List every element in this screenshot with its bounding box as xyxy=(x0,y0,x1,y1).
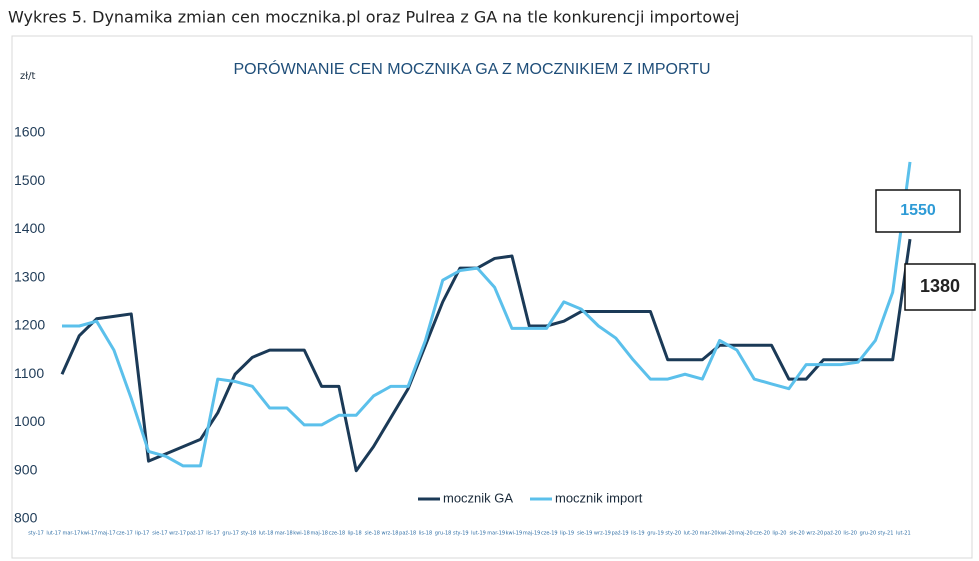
x-tick-label: paź-20 xyxy=(824,530,841,537)
x-tick-label: cze-19 xyxy=(541,531,558,537)
annotation-label: 1380 xyxy=(920,276,960,296)
x-tick-label: sty-18 xyxy=(241,531,257,537)
x-tick-label: gru-20 xyxy=(860,531,877,537)
series-line xyxy=(62,161,912,468)
y-tick-label: 1500 xyxy=(14,172,45,188)
x-tick-label: kwi-20 xyxy=(718,531,735,537)
x-tick-label: lip-18 xyxy=(348,531,362,537)
x-tick-label: maj-20 xyxy=(735,531,753,537)
x-tick-label: lut-18 xyxy=(259,531,274,537)
annotation-label: 1550 xyxy=(900,202,936,219)
x-tick-label: lis-19 xyxy=(631,531,645,537)
x-tick-label: lut-17 xyxy=(46,531,61,537)
x-tick-label: wrz-17 xyxy=(169,531,186,537)
x-tick-label: paź-19 xyxy=(612,530,629,537)
y-tick-label: 1600 xyxy=(14,124,45,140)
y-tick-label: 1100 xyxy=(14,365,44,381)
x-tick-label: lut-21 xyxy=(896,531,911,537)
x-tick-label: sie-17 xyxy=(152,531,167,537)
x-tick-label: mar-20 xyxy=(700,531,718,537)
annotation-box xyxy=(875,189,961,233)
caption: Wykres 5. Dynamika zmian cen mocznika.pl… xyxy=(8,8,739,27)
x-tick-label: gru-19 xyxy=(647,531,664,537)
series-line xyxy=(60,238,912,473)
x-tick-label: sie-20 xyxy=(789,531,804,537)
x-tick-label: lip-19 xyxy=(560,531,574,537)
x-tick-label: sie-19 xyxy=(577,531,592,537)
x-tick-label: lip-17 xyxy=(135,531,149,537)
x-tick-label: maj-17 xyxy=(98,531,116,537)
x-tick-label: lut-20 xyxy=(684,531,699,537)
y-tick-label: 1000 xyxy=(14,413,45,429)
y-tick-label: 900 xyxy=(14,461,38,477)
x-tick-label: sty-19 xyxy=(453,531,469,537)
x-tick-label: wrz-18 xyxy=(382,531,399,537)
x-tick-label: lis-18 xyxy=(419,531,433,537)
x-tick-label: cze-20 xyxy=(753,531,770,537)
legend-label: mocznik import xyxy=(555,490,643,505)
x-tick-label: wrz-19 xyxy=(594,531,611,537)
x-tick-label: mar-18 xyxy=(275,531,293,537)
x-tick-label: sty-20 xyxy=(665,531,681,537)
legend-label: mocznik GA xyxy=(443,490,513,505)
y-tick-label: 1300 xyxy=(14,268,45,284)
x-tick-label: kwi-17 xyxy=(81,531,98,537)
x-tick-label: cze-18 xyxy=(329,531,346,537)
x-tick-label: lis-20 xyxy=(843,531,857,537)
x-tick-label: maj-19 xyxy=(523,531,541,537)
y-tick-label: 1200 xyxy=(14,317,45,333)
y-axis-label: zł/t xyxy=(20,71,35,82)
x-tick-label: paź-18 xyxy=(399,530,416,537)
x-tick-label: sty-17 xyxy=(28,531,44,537)
y-tick-label: 800 xyxy=(14,510,38,526)
x-tick-label: sie-18 xyxy=(365,531,380,537)
x-tick-label: paź-17 xyxy=(187,530,204,537)
x-tick-label: mar-17 xyxy=(62,531,80,537)
x-tick-label: kwi-19 xyxy=(506,531,523,537)
chart-frame xyxy=(11,35,973,559)
x-tick-label: cze-17 xyxy=(116,531,133,537)
chart-title: PORÓWNANIE CEN MOCZNIKA GA Z MOCZNIKIEM … xyxy=(233,59,710,78)
y-tick-label: 1400 xyxy=(14,220,45,236)
x-tick-label: lip-20 xyxy=(772,531,786,537)
annotation-box xyxy=(904,263,976,311)
x-tick-label: mar-19 xyxy=(487,531,505,537)
x-tick-label: gru-17 xyxy=(222,531,239,537)
x-tick-label: gru-18 xyxy=(435,531,452,537)
x-tick-label: lis-17 xyxy=(206,531,220,537)
x-tick-label: kwi-18 xyxy=(293,531,310,537)
x-tick-label: sty-21 xyxy=(878,531,894,537)
x-tick-label: lut-19 xyxy=(471,531,486,537)
x-tick-label: wrz-20 xyxy=(806,531,823,537)
x-tick-label: maj-18 xyxy=(310,531,328,537)
